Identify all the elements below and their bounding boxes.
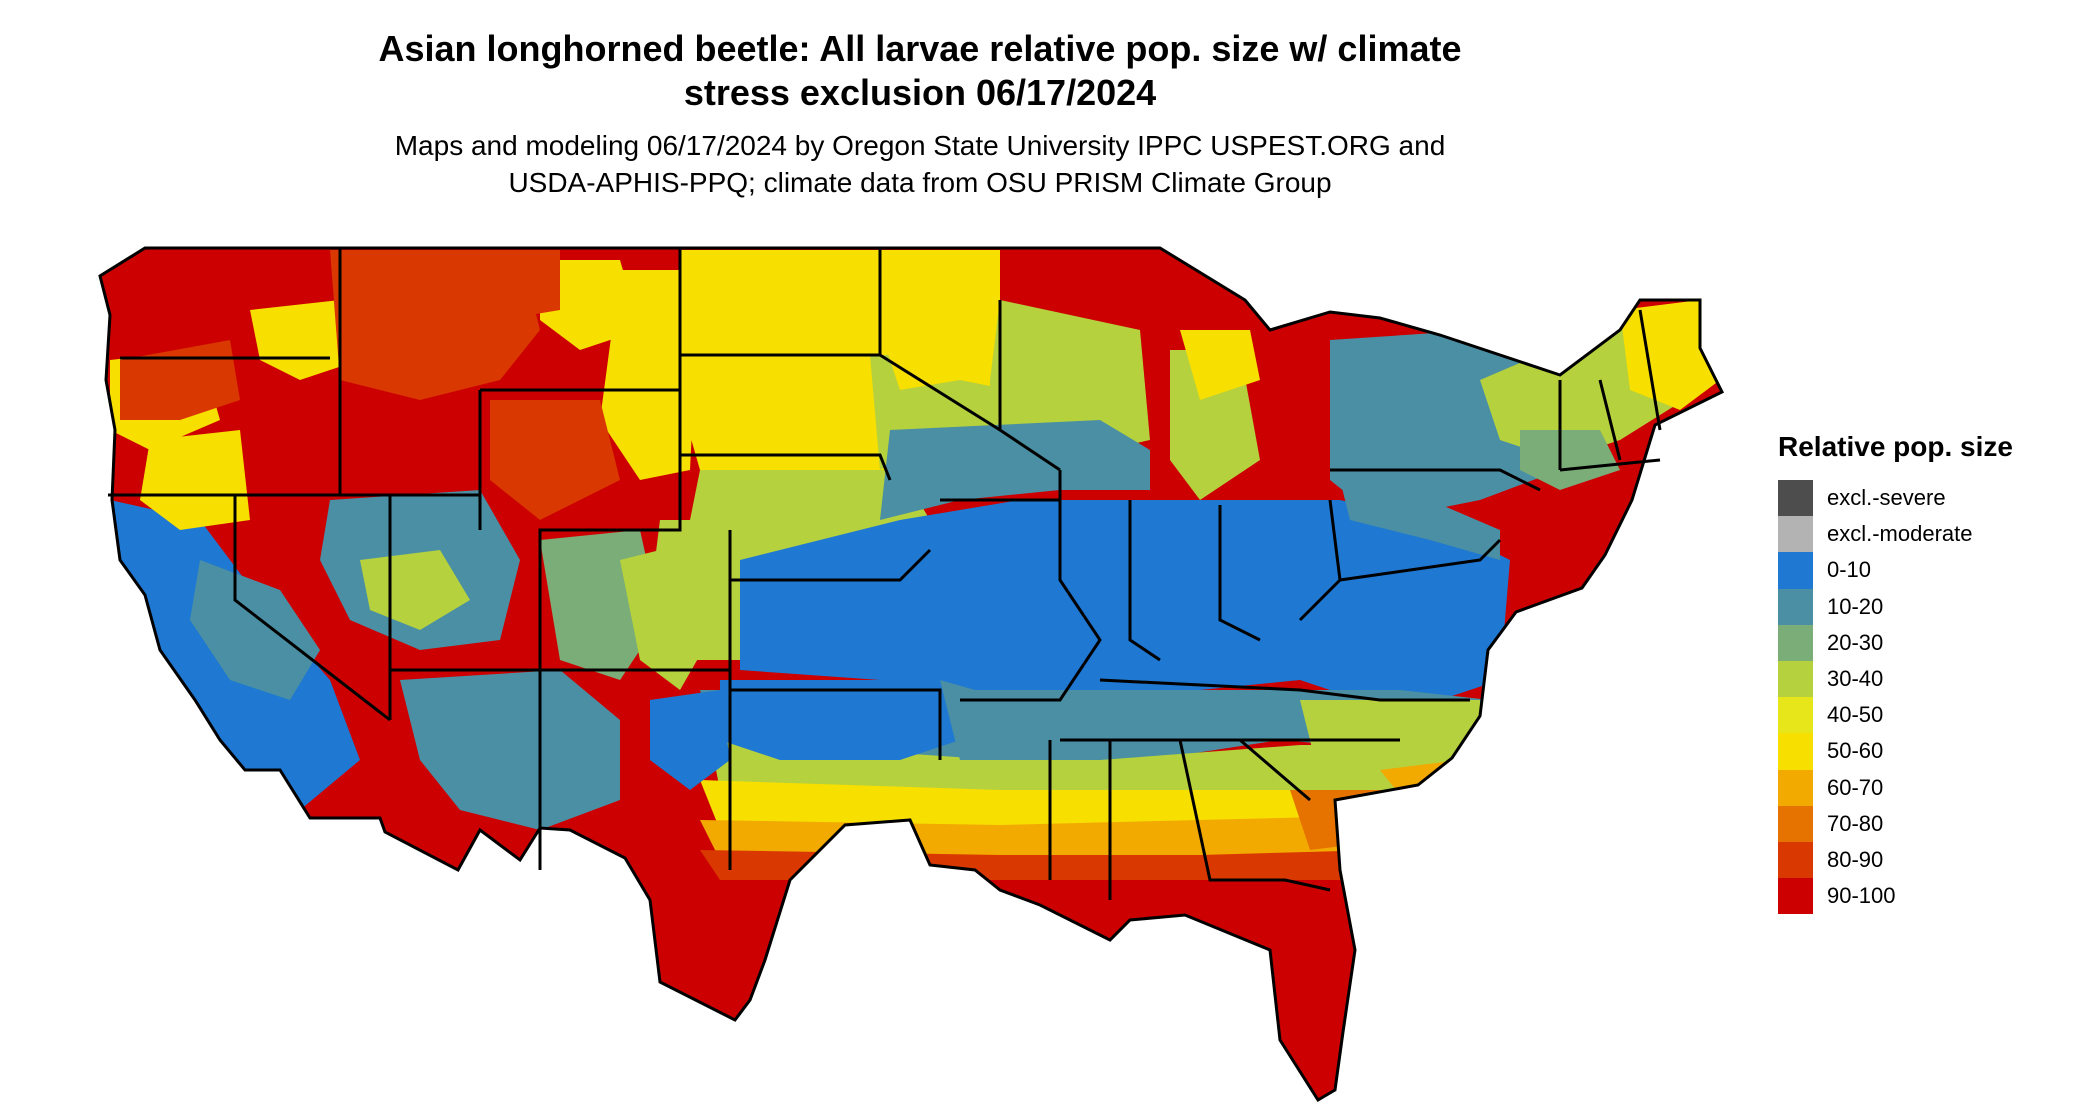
zone-50-60 (1180, 330, 1260, 400)
legend-item: 80-90 (1778, 841, 2078, 879)
zone-30-40 (620, 540, 720, 690)
border-ks-ok (730, 548, 932, 582)
border-mo (940, 498, 1102, 702)
zone-10-20 (880, 420, 1150, 520)
border-ok-tx (730, 688, 942, 760)
legend-swatch (1778, 624, 1813, 661)
legend-swatch (1778, 660, 1813, 698)
zone-50-60 (250, 300, 360, 380)
border-al-ga-fl (1178, 739, 1331, 892)
zone-10-20 (1340, 480, 1500, 560)
border-ca-nv (233, 495, 391, 722)
legend-swatch (1778, 805, 1813, 842)
zone-30-40 (990, 300, 1150, 460)
legend-swatch (1778, 552, 1813, 589)
border-nh-me (1638, 309, 1662, 431)
border-pa-md (1339, 538, 1502, 582)
legend-swatch (1778, 841, 1813, 879)
zone-20-30 (1520, 430, 1620, 490)
zone-0-10 (740, 500, 1510, 700)
border-sd-ne (680, 453, 892, 481)
legend-label: 80-90 (1827, 846, 1884, 872)
zone-0-10 (650, 690, 730, 790)
map-legend: Relative pop. size excl.-severe excl.-mod… (1778, 430, 2078, 915)
legend-item: 40-50 (1778, 697, 2078, 734)
zone-80-90 (120, 340, 240, 420)
legend-item: 0-10 (1778, 552, 2078, 589)
legend-label: excl.-moderate (1827, 521, 1973, 547)
border-il-in (1128, 500, 1161, 662)
legend-label: 40-50 (1827, 702, 1884, 728)
border-pa-ny (1330, 468, 1541, 492)
legend-label: 90-100 (1827, 883, 1896, 909)
border-ma (1559, 458, 1661, 472)
map-fill (100, 248, 1722, 1100)
map-subtitle-line-1: Maps and modeling 06/17/2024 by Oregon S… (394, 130, 1446, 161)
legend-items: excl.-severe excl.-moderate 0-10 10-20 20-30… (1778, 480, 2078, 915)
legend-item: excl.-severe (1778, 480, 2078, 517)
legend-label: 0-10 (1827, 557, 1872, 583)
zone-30-40 (360, 550, 470, 630)
map-title-line-2: stress exclusion 06/17/2024 (683, 72, 1157, 113)
zone-10-20 (400, 670, 620, 830)
legend-label: 30-40 (1827, 666, 1884, 692)
map-subtitle-line-2: USDA-APHIS-PPQ; climate data from OSU PR… (508, 167, 1332, 198)
state-borders (108, 248, 1662, 900)
zone-80-90 (490, 400, 620, 520)
legend-label: excl.-severe (1827, 485, 1946, 511)
legend-title: Relative pop. size (1778, 431, 2013, 462)
legend-swatch (1778, 516, 1813, 553)
border-vt-nh (1598, 379, 1622, 461)
zone-80-90 (330, 250, 540, 400)
legend-item: 50-60 (1778, 733, 2078, 770)
legend-label: 60-70 (1827, 774, 1884, 800)
legend-label: 20-30 (1827, 629, 1884, 655)
legend-label: 70-80 (1827, 810, 1884, 836)
legend-item: 90-100 (1778, 878, 2078, 915)
zone-10-20 (190, 560, 320, 700)
legend-item: 70-80 (1778, 805, 2078, 842)
border-wy-co (480, 388, 730, 672)
zone-50-60 (1620, 300, 1720, 410)
map-title-line-1: Asian longhorned beetle: All larvae rela… (378, 28, 1462, 69)
border-tn-ky (1099, 678, 1470, 702)
border-ga-sc (1239, 738, 1311, 802)
legend-label: 10-20 (1827, 593, 1884, 619)
legend-item: 10-20 (1778, 588, 2078, 625)
legend-swatch (1778, 480, 1813, 517)
zone-50-60 (700, 780, 1460, 830)
legend-swatch (1778, 697, 1813, 734)
zone-50-60 (140, 430, 250, 530)
legend-swatch (1778, 733, 1813, 770)
border-in-oh (1218, 505, 1261, 642)
zone-0-10 (720, 680, 960, 760)
legend-swatch (1778, 588, 1813, 625)
legend-swatch (1778, 878, 1813, 915)
zone-50-60 (540, 260, 640, 350)
legend-item: 20-30 (1778, 624, 2078, 661)
legend-item: 30-40 (1778, 660, 2078, 698)
legend-swatch (1778, 769, 1813, 806)
legend-item: 60-70 (1778, 769, 2078, 806)
legend-item: excl.-moderate (1778, 516, 2078, 553)
legend-label: 50-60 (1827, 738, 1884, 764)
